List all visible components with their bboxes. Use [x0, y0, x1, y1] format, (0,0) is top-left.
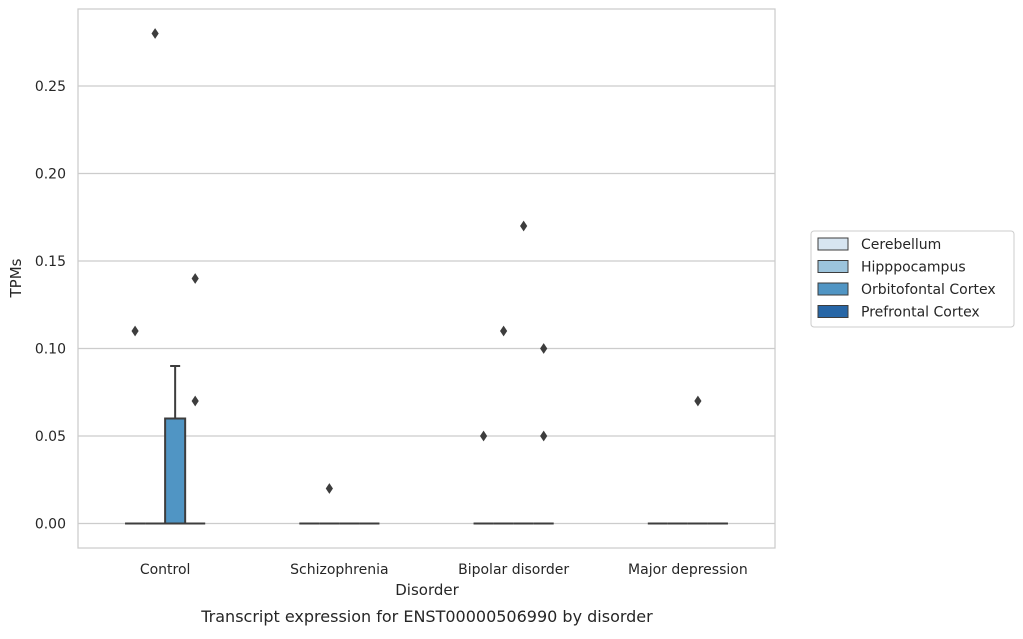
y-tick-label: 0.00: [35, 517, 66, 533]
outlier-point: [191, 273, 199, 284]
legend-swatch: [817, 282, 849, 296]
legend-swatch: [817, 260, 849, 273]
legend-label: Hipppocampus: [861, 260, 966, 276]
box-orbitofontal-cortex: [513, 220, 534, 525]
box-prefrontal-cortex: [533, 343, 554, 525]
y-tick-label: 0.10: [35, 342, 66, 358]
box-orbitofontal-cortex: [687, 395, 708, 525]
box-hipppocampus: [319, 483, 340, 525]
outlier-point: [131, 325, 139, 337]
box-hipppocampus: [493, 325, 514, 525]
legend-label: Prefrontal Cortex: [861, 305, 980, 321]
legend-swatch: [817, 305, 849, 318]
chart-caption: Transcript expression for ENST0000050699…: [200, 607, 653, 626]
box-cerebellum: [125, 325, 146, 525]
box-series: [125, 28, 728, 525]
outlier-point: [479, 430, 488, 442]
y-axis-title: TPMs: [7, 258, 25, 298]
box-orbitofontal-cortex: [164, 365, 187, 525]
y-tick-label: 0.20: [35, 167, 66, 183]
x-tick-label: Major depression: [628, 562, 748, 578]
x-tick-label: Bipolar disorder: [458, 562, 569, 578]
legend-frame: [810, 230, 1015, 328]
legend-label: Orbitofontal Cortex: [861, 282, 996, 298]
outlier-point: [500, 325, 508, 337]
y-tick-label: 0.15: [35, 254, 66, 270]
legend-entry: Hipppocampus: [817, 260, 966, 276]
legend-entry: Prefrontal Cortex: [817, 305, 980, 321]
outlier-point: [325, 483, 333, 494]
legend-swatch: [817, 237, 849, 251]
box-iqr: [164, 417, 187, 525]
box-prefrontal-cortex: [185, 273, 206, 525]
y-tick-label: 0.25: [35, 79, 66, 95]
x-tick-label: Schizophrenia: [290, 562, 388, 578]
outlier-point: [520, 220, 528, 232]
x-axis-title: Disorder: [395, 581, 459, 599]
y-tick-label: 0.05: [35, 429, 66, 445]
plot-frame: [77, 8, 776, 549]
outlier-point: [694, 395, 702, 407]
legend-entry: Orbitofontal Cortex: [817, 282, 996, 298]
legend-entry: Cerebellum: [817, 237, 941, 253]
outlier-point: [540, 430, 548, 442]
outlier-point: [191, 395, 199, 407]
outlier-point: [151, 28, 159, 39]
outlier-point: [540, 343, 548, 354]
box-cerebellum: [473, 430, 494, 525]
y-tick-labels: 0.00 0.05 0.10 0.15 0.20 0.25: [35, 79, 66, 533]
legend-label: Cerebellum: [861, 237, 941, 253]
box-hipppocampus: [145, 28, 166, 525]
legend: Cerebellum Hipppocampus Orbitofontal Corte…: [810, 230, 1015, 328]
x-tick-labels: Control Schizophrenia Bipolar disorder Majo…: [140, 562, 748, 578]
x-tick-label: Control: [140, 562, 191, 578]
